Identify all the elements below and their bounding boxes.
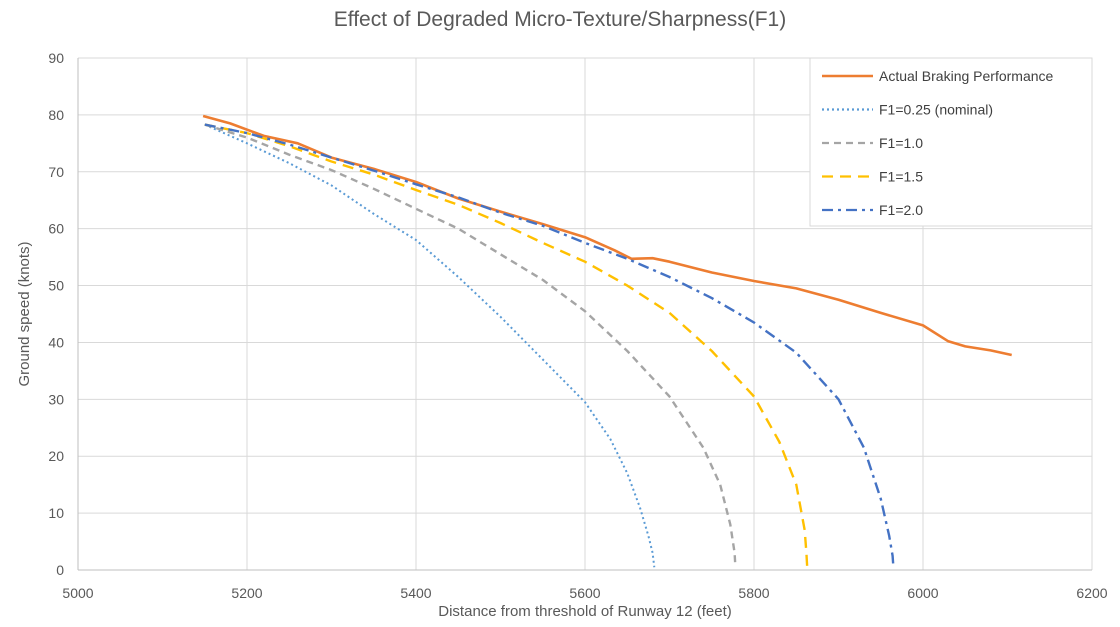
series-line-4 (204, 123, 809, 568)
y-tick-label: 0 (56, 562, 64, 578)
y-tick-label: 40 (48, 334, 64, 350)
x-tick-label: 5400 (400, 585, 431, 601)
series-line-5 (204, 123, 895, 568)
y-tick-label: 60 (48, 221, 64, 237)
legend-label: F1=1.5 (879, 169, 923, 185)
legend-box (809, 57, 1093, 227)
chart-title: Effect of Degraded Micro-Texture/Sharpne… (334, 8, 786, 31)
legend-label: F1=1.0 (879, 135, 923, 151)
y-tick-label: 50 (48, 278, 64, 294)
x-tick-label: 6000 (907, 585, 938, 601)
x-tick-label: 5000 (62, 585, 93, 601)
series-lines (202, 114, 1012, 568)
legend-label: F1=0.25 (nominal) (879, 102, 993, 118)
legend-label: Actual Braking Performance (879, 68, 1054, 84)
legend: Actual Braking Performance F1=0.25 (nomin… (809, 57, 1093, 227)
x-axis-title: Distance from threshold of Runway 12 (fe… (438, 603, 731, 620)
x-tick-label: 5200 (231, 585, 262, 601)
series-line-2 (204, 123, 656, 568)
series-line-3 (204, 123, 737, 568)
y-tick-label: 80 (48, 107, 64, 123)
axes: 0 10 20 30 40 50 60 70 80 90 5000 5200 5400 5600 5800 6… (48, 50, 1107, 601)
y-axis-title: Ground speed (knots) (16, 241, 33, 386)
y-tick-label: 90 (48, 50, 64, 66)
grid-lines (78, 57, 1093, 570)
series-line-1 (202, 114, 1012, 357)
x-tick-label: 6200 (1076, 585, 1107, 601)
y-tick-label: 30 (48, 391, 64, 407)
y-tick-label: 20 (48, 448, 64, 464)
y-tick-label: 10 (48, 505, 64, 521)
x-tick-label: 5800 (738, 585, 769, 601)
y-tick-label: 70 (48, 164, 64, 180)
legend-label: F1=2.0 (879, 202, 923, 218)
x-tick-label: 5600 (569, 585, 600, 601)
